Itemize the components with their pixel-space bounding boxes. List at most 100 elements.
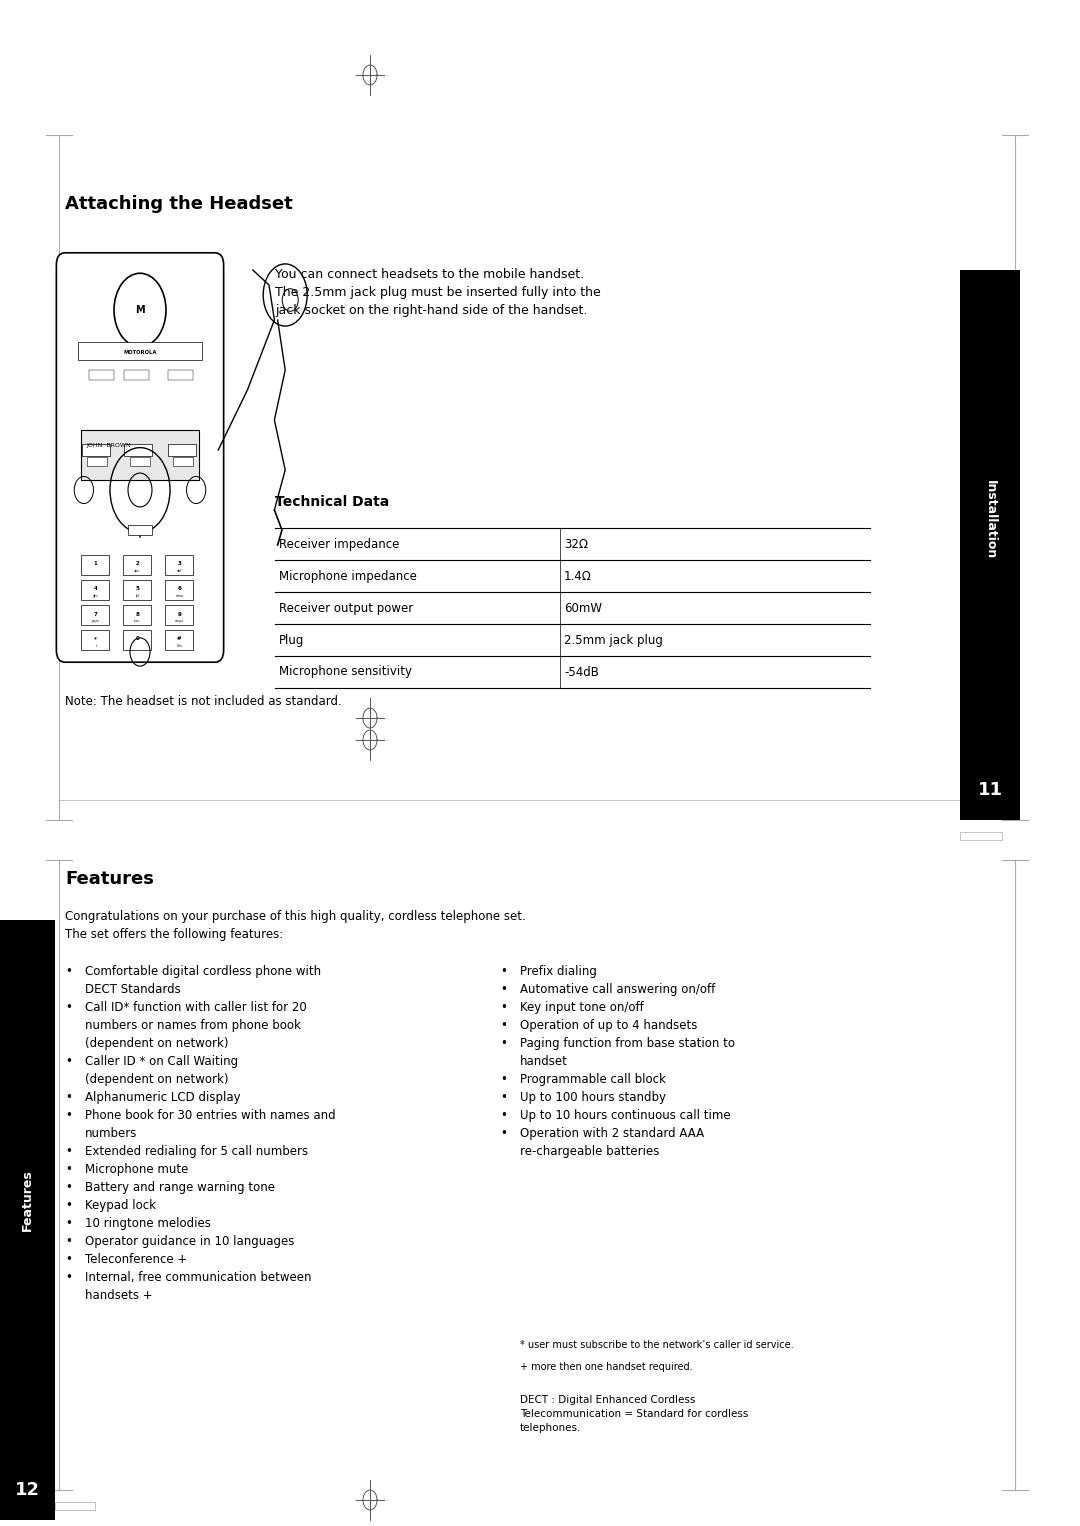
Text: 1.4Ω: 1.4Ω [564,569,592,583]
Text: You can connect headsets to the mobile handset.
The 2.5mm jack plug must be inse: You can connect headsets to the mobile h… [275,269,600,317]
Text: mno: mno [175,595,184,598]
Text: •: • [65,964,72,978]
Text: DECT Standards: DECT Standards [85,983,180,996]
Bar [81,580,109,600]
Text: 60mW: 60mW [564,601,602,615]
Text: ↑: ↑ [94,644,96,649]
Text: •: • [500,1001,507,1013]
Bar [81,604,109,626]
Text: wxyz: wxyz [175,620,184,624]
Text: #: # [177,636,181,641]
Bar [167,444,195,456]
Bar [0,1460,55,1520]
Text: Operation with 2 standard AAA: Operation with 2 standard AAA [519,1128,704,1140]
Text: •: • [65,1253,72,1267]
FancyBboxPatch shape [56,253,224,662]
Text: Prefix dialing: Prefix dialing [519,964,597,978]
Text: Features: Features [21,1169,33,1231]
Text: (dependent on network): (dependent on network) [85,1073,229,1087]
Bar [123,580,151,600]
Bar [165,604,193,626]
Text: (dependent on network): (dependent on network) [85,1038,229,1050]
Bar [82,444,110,456]
Text: jkl: jkl [135,595,139,598]
Bar [123,630,151,650]
Text: Microphone mute: Microphone mute [85,1163,188,1177]
Text: + more then one handset required.: + more then one handset required. [519,1363,692,1372]
Text: tuv: tuv [134,620,140,624]
Text: M: M [135,305,145,314]
Bar [165,630,193,650]
Text: JOHN  BROWN: JOHN BROWN [86,443,132,447]
Text: Key input tone on/off: Key input tone on/off [519,1001,644,1013]
Text: Receiver impedance: Receiver impedance [279,537,400,551]
Text: 10 ringtone melodies: 10 ringtone melodies [85,1218,211,1230]
Text: Phone book for 30 entries with names and: Phone book for 30 entries with names and [85,1109,336,1122]
Text: •: • [65,1199,72,1212]
Bar [173,456,193,465]
Bar [0,920,55,1480]
Bar [81,630,109,650]
Text: *: * [94,636,96,641]
Text: Teleconference +: Teleconference + [85,1253,187,1267]
Text: 7: 7 [93,612,97,617]
Bar [130,456,150,465]
Text: handset: handset [519,1054,568,1068]
Text: DECT : Digital Enhanced Cordless
Telecommunication = Standard for cordless
telep: DECT : Digital Enhanced Cordless Telecom… [519,1395,748,1433]
Text: def: def [176,569,183,574]
Text: •: • [65,1054,72,1068]
Text: ghi: ghi [93,595,98,598]
Text: abc: abc [134,569,140,574]
Text: 9: 9 [177,612,181,617]
Text: numbers or names from phone book: numbers or names from phone book [85,1019,301,1032]
Text: Automative call answering on/off: Automative call answering on/off [519,983,715,996]
Text: 12: 12 [15,1482,40,1499]
Text: re-chargeable batteries: re-chargeable batteries [519,1144,660,1158]
Text: MOTOROLA: MOTOROLA [123,349,157,354]
Bar [124,444,152,456]
Text: •: • [65,1109,72,1122]
Bar [129,525,152,536]
Text: 32Ω: 32Ω [564,537,588,551]
Text: * user must subscribe to the network’s caller id service.: * user must subscribe to the network’s c… [519,1340,794,1351]
Bar [960,760,1020,819]
Text: 2: 2 [135,562,139,566]
Text: Installation: Installation [984,481,997,560]
Text: 3: 3 [177,562,181,566]
Bar [123,555,151,575]
Text: 0: 0 [135,636,139,641]
Text: Programmable call block: Programmable call block [519,1073,666,1087]
Text: Up to 100 hours standby: Up to 100 hours standby [519,1091,666,1103]
Bar [55,1502,95,1511]
Text: Congratulations on your purchase of this high quality, cordless telephone set.
T: Congratulations on your purchase of this… [65,909,526,942]
Text: Up to 10 hours continuous call time: Up to 10 hours continuous call time [519,1109,731,1122]
Bar [165,555,193,575]
Text: •: • [65,1163,72,1177]
Text: •: • [500,1019,507,1032]
Text: •: • [500,964,507,978]
Text: •: • [65,1144,72,1158]
Text: numbers: numbers [85,1128,137,1140]
Text: Call ID* function with caller list for 20: Call ID* function with caller list for 2… [85,1001,307,1013]
Text: Microphone sensitivity: Microphone sensitivity [279,665,411,679]
Bar [960,270,1020,771]
Text: Battery and range warning tone: Battery and range warning tone [85,1181,275,1193]
Bar [86,456,107,465]
Bar [124,369,149,380]
Text: Operation of up to 4 handsets: Operation of up to 4 handsets [519,1019,698,1032]
Text: Plug: Plug [279,633,305,647]
Text: 4: 4 [93,586,97,592]
Text: Microphone impedance: Microphone impedance [279,569,417,583]
Bar [78,342,202,360]
Text: •: • [65,1001,72,1013]
Text: Note: The headset is not included as standard.: Note: The headset is not included as sta… [65,694,341,708]
Bar [167,369,192,380]
Text: Keypad lock: Keypad lock [85,1199,156,1212]
Text: Comfortable digital cordless phone with: Comfortable digital cordless phone with [85,964,321,978]
Text: Features: Features [65,870,153,888]
Text: 11: 11 [977,781,1002,800]
Bar [960,832,1002,839]
Text: •: • [500,1038,507,1050]
Text: Caller ID * on Call Waiting: Caller ID * on Call Waiting [85,1054,238,1068]
Text: Attaching the Headset: Attaching the Headset [65,195,293,214]
